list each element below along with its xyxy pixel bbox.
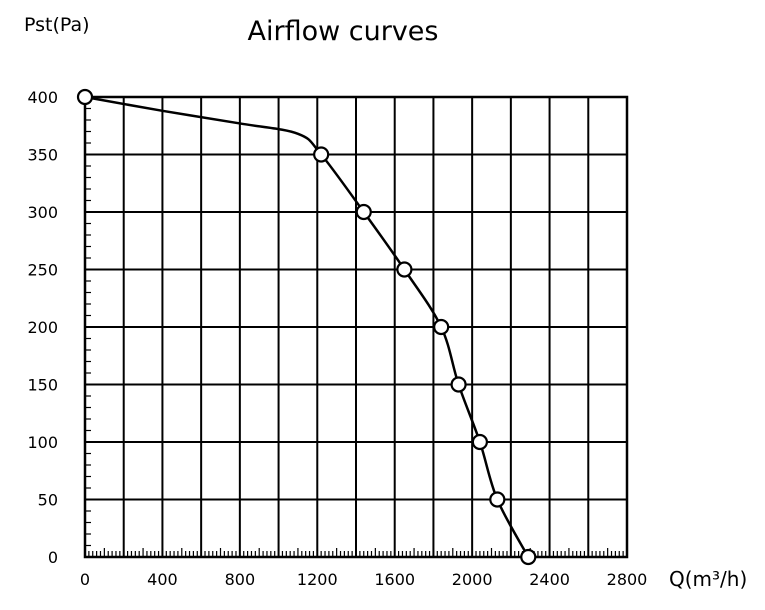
plot-frame	[83, 95, 629, 559]
data-point-marker	[355, 203, 372, 221]
data-point-marker	[313, 146, 330, 163]
data-point-marker	[433, 318, 450, 336]
x-tick-label: 2800	[607, 570, 648, 589]
x-tick-label: 1600	[374, 570, 415, 589]
data-point-marker	[489, 491, 506, 508]
x-axis-label: Q(m³/h)	[669, 567, 747, 591]
y-tick-label: 50	[38, 491, 58, 510]
y-tick-label: 100	[27, 433, 58, 452]
y-tick-label: 350	[27, 146, 58, 165]
data-point-marker	[471, 433, 488, 451]
data-point-marker	[76, 88, 94, 106]
y-tick-label: 300	[27, 203, 58, 222]
grid	[85, 97, 627, 557]
x-tick-label: 400	[147, 570, 178, 589]
y-tick-label: 0	[48, 548, 58, 567]
x-tick-label: 800	[225, 570, 256, 589]
data-point-marker	[396, 261, 413, 278]
y-tick-label: 150	[27, 376, 58, 395]
x-tick-label: 2400	[529, 570, 570, 589]
y-tick-label: 200	[27, 318, 58, 337]
minor-ticks	[85, 107, 624, 557]
data-point-marker	[520, 548, 537, 566]
x-tick-label: 1200	[297, 570, 338, 589]
chart-title: Airflow curves	[248, 16, 439, 47]
y-tick-labels: 0 50 100 150 200 250 300 350 400	[27, 88, 58, 567]
y-tick-label: 400	[27, 88, 58, 107]
y-axis-label: Pst(Pa)	[24, 14, 90, 36]
x-tick-labels: 0 400 800 1200 1600 2000 2400 2800	[80, 570, 647, 589]
x-tick-label: 0	[80, 570, 90, 589]
x-tick-label: 2000	[452, 570, 493, 589]
series-group	[76, 88, 537, 566]
data-point-marker	[450, 376, 467, 393]
y-tick-label: 250	[27, 261, 58, 280]
